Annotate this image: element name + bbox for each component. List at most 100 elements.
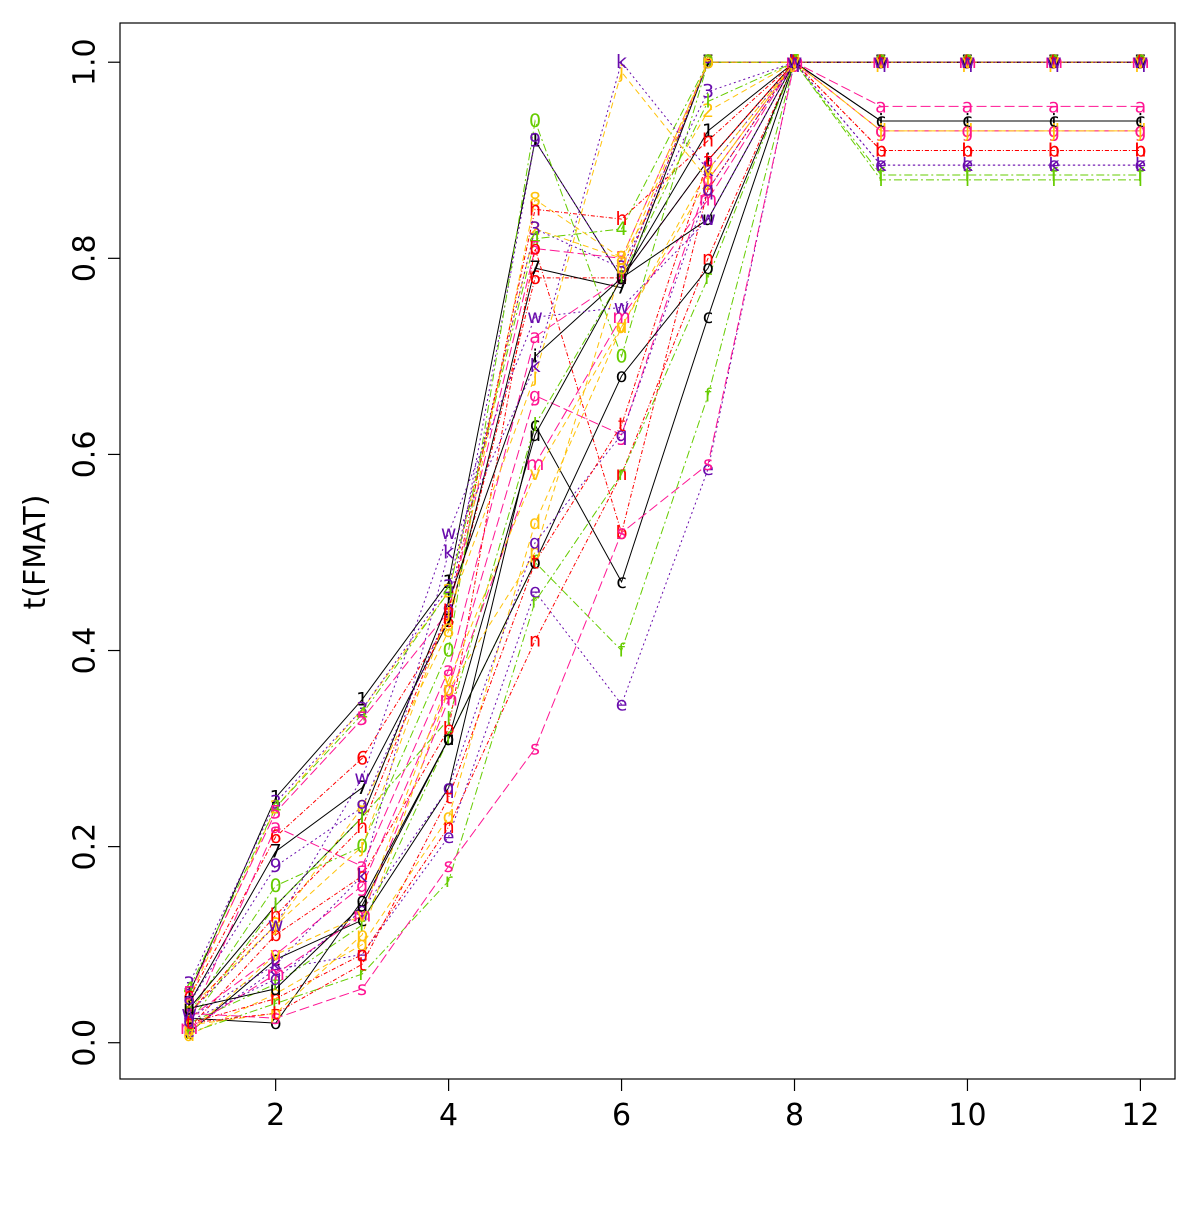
point-label-k: k [616,51,627,73]
point-label-9: 9 [1134,51,1146,73]
point-label-u: u [788,51,800,73]
point-label-7: 7 [1134,51,1146,73]
point-label-b: b [270,924,282,946]
point-label-v: v [1135,51,1146,73]
point-label-2: 2 [616,247,628,269]
point-label-p: p [616,257,628,279]
point-label-i: i [1051,110,1056,132]
point-label-k: k [443,541,454,563]
series-line-t [189,61,1141,1024]
point-label-a: a [789,51,801,73]
point-label-q: q [443,777,455,799]
point-label-e: e [962,154,974,176]
point-label-5: 5 [270,801,282,823]
point-label-l: l [705,90,710,112]
point-label-b: b [529,238,541,260]
point-label-g: g [183,1007,195,1029]
point-label-l: l [359,806,364,828]
point-label-f: f [964,164,972,186]
point-label-k: k [875,154,886,176]
point-label-h: h [1134,139,1146,161]
point-label-c: c [443,777,453,799]
series-line-f [188,61,1141,1024]
point-label-l: l [273,894,278,916]
point-label-u: u [270,978,282,1000]
point-label-a: a [875,95,887,117]
point-label-2: 2 [961,51,973,73]
point-label-q: q [961,51,973,73]
point-label-i: i [878,110,883,132]
point-label-2: 2 [529,218,541,240]
point-label-j: j [358,836,364,858]
point-label-l: l [792,51,797,73]
point-label-a: a [270,816,282,838]
point-label-8: 8 [961,51,973,73]
point-label-1: 1 [529,130,541,152]
point-label-m: m [1045,51,1064,73]
point-label-r: r [272,993,280,1015]
point-label-c: c [1135,110,1145,132]
series-line-1 [188,61,1141,994]
point-label-6: 6 [1048,51,1060,73]
series-line-r [189,61,1141,1034]
point-label-3: 3 [183,973,195,995]
point-label-t: t [358,953,365,975]
point-label-g: g [443,679,455,701]
point-label-7: 7 [875,51,887,73]
point-label-c: c [876,110,886,132]
y-tick-label: 0.8 [68,234,103,282]
point-label-l: l [187,1012,192,1034]
point-label-d: d [875,120,887,142]
point-label-7: 7 [443,610,455,632]
point-label-o: o [962,51,974,73]
point-label-r: r [185,1022,193,1044]
point-label-e: e [1135,154,1147,176]
point-label-u: u [183,997,195,1019]
point-label-r: r [877,51,885,73]
point-label-3: 3 [1048,51,1060,73]
series-lines [188,61,1141,1036]
point-label-s: s [790,51,800,73]
point-label-n: n [1134,51,1146,73]
point-label-r: r [1050,51,1058,73]
point-label-3: 3 [1134,51,1146,73]
series-line-6 [188,61,1141,999]
point-label-t: t [185,1012,192,1034]
point-label-j: j [272,914,278,936]
point-label-m: m [353,904,372,926]
point-label-3: 3 [443,576,455,598]
point-label-8: 8 [270,914,282,936]
point-label-4: 4 [788,51,800,73]
point-label-6: 6 [529,267,541,289]
point-label-q: q [529,532,541,554]
point-label-i: i [1138,110,1143,132]
point-label-a: a [529,326,541,348]
point-label-n: n [529,630,541,652]
point-label-c: c [270,948,280,970]
point-label-1: 1 [1048,51,1060,73]
point-label-8: 8 [702,51,714,73]
point-label-r: r [531,590,539,612]
point-label-7: 7 [270,841,282,863]
point-label-d: d [270,983,282,1005]
point-label-7: 7 [1048,51,1060,73]
point-label-p: p [875,51,887,73]
point-label-p: p [529,541,541,563]
point-label-b: b [356,865,368,887]
point-label-r: r [618,463,626,485]
point-label-c: c [962,110,972,132]
point-label-j: j [877,120,883,142]
point-label-p: p [183,1014,195,1036]
point-label-d: d [702,169,714,191]
point-label-g: g [702,169,714,191]
point-label-u: u [702,208,714,230]
point-label-m: m [612,306,631,328]
point-label-d: d [443,806,455,828]
point-label-n: n [1048,51,1060,73]
point-label-h: h [875,139,887,161]
series-line-k [188,61,1141,1019]
point-label-2: 2 [788,51,800,73]
point-label-2: 2 [1134,51,1146,73]
point-label-2: 2 [443,581,455,603]
point-label-3: 3 [961,51,973,73]
